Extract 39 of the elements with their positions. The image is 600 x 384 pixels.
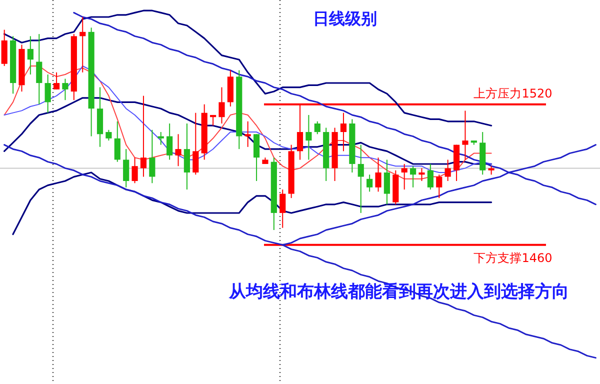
candlestick: [462, 110, 468, 160]
candlestick: [166, 123, 173, 160]
candlestick: [358, 144, 364, 214]
candlestick: [436, 174, 442, 199]
candlestick: [314, 120, 320, 135]
candlestick: [114, 120, 120, 162]
candlestick: [306, 114, 312, 160]
candlestick: [218, 86, 225, 124]
candlestick: [175, 134, 182, 167]
candlestick: [410, 166, 416, 188]
candlestick: [123, 148, 130, 188]
candlestick: [140, 95, 147, 178]
candlestick: [427, 163, 434, 190]
candlestick: [192, 112, 199, 176]
candlestick: [418, 168, 425, 182]
candlestick: [384, 159, 390, 205]
candlestick: [444, 159, 451, 182]
candlestick: [158, 132, 164, 146]
candlestick: [184, 123, 190, 190]
ref-line-label: 下方支撑1460: [474, 250, 552, 265]
candlestick: [53, 72, 60, 90]
candlestick: [62, 78, 68, 101]
candlestick: [280, 189, 286, 228]
candlestick: [44, 74, 51, 114]
candlestick: [149, 129, 156, 184]
candlestick: [1, 29, 8, 66]
ref-line-label: 上方压力1520: [474, 86, 552, 100]
candlestick: [132, 157, 138, 184]
candlestick: [375, 157, 382, 192]
candlestick: [80, 16, 86, 73]
chart-title: 日线级别: [313, 9, 377, 28]
candlestick: [36, 34, 42, 105]
candlestick: [340, 112, 347, 152]
candlestick: [253, 134, 260, 182]
candlestick: [27, 36, 34, 76]
candlestick: [366, 174, 373, 192]
candlestick: [401, 163, 408, 190]
candlestick: [106, 129, 112, 142]
candlestick: [244, 120, 251, 148]
